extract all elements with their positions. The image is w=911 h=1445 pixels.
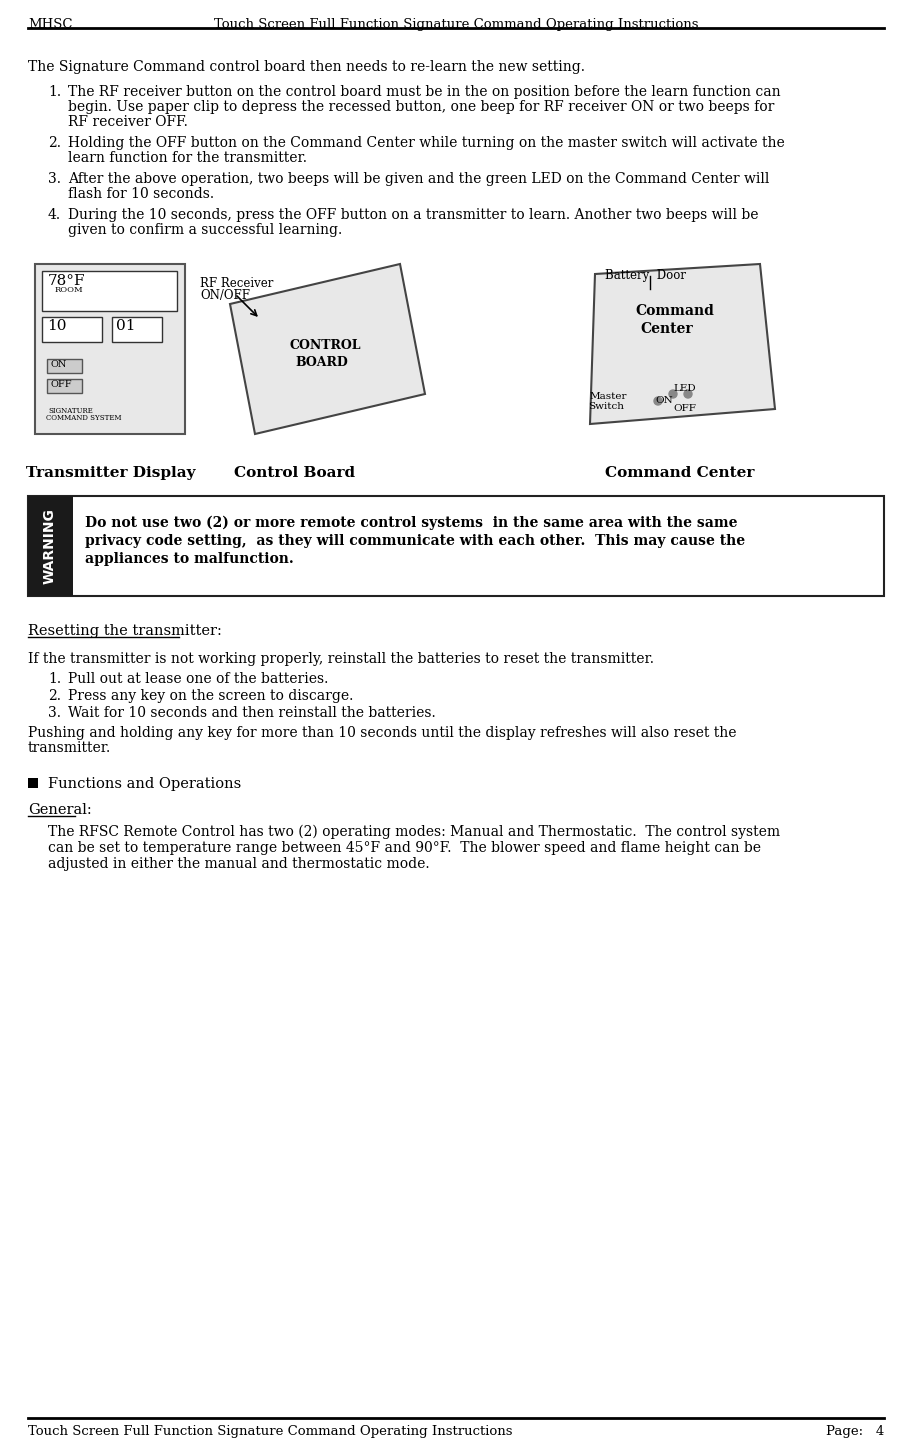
Text: begin. Use paper clip to depress the recessed button, one beep for RF receiver O: begin. Use paper clip to depress the rec… <box>68 100 773 114</box>
Text: Switch: Switch <box>588 402 623 410</box>
Text: Command: Command <box>634 303 713 318</box>
Text: Center: Center <box>640 322 691 337</box>
Text: CONTROL: CONTROL <box>290 340 361 353</box>
Bar <box>35 264 185 434</box>
Bar <box>47 379 82 393</box>
Text: 4.: 4. <box>48 208 61 223</box>
Text: Page:   4: Page: 4 <box>824 1425 883 1438</box>
Text: Master: Master <box>589 392 627 402</box>
Polygon shape <box>589 264 774 423</box>
Text: Touch Screen Full Function Signature Command Operating Instructions: Touch Screen Full Function Signature Com… <box>28 1425 512 1438</box>
Text: MHSC: MHSC <box>28 17 72 30</box>
Bar <box>42 272 177 311</box>
Text: If the transmitter is not working properly, reinstall the batteries to reset the: If the transmitter is not working proper… <box>28 652 653 666</box>
Text: Transmitter Display: Transmitter Display <box>26 465 195 480</box>
Text: Pushing and holding any key for more than 10 seconds until the display refreshes: Pushing and holding any key for more tha… <box>28 725 736 740</box>
Text: ROOM: ROOM <box>55 286 84 293</box>
Bar <box>28 496 883 595</box>
Text: Functions and Operations: Functions and Operations <box>48 777 241 790</box>
Circle shape <box>669 390 676 397</box>
Text: RF receiver OFF.: RF receiver OFF. <box>68 116 188 129</box>
Text: can be set to temperature range between 45°F and 90°F.  The blower speed and fla: can be set to temperature range between … <box>48 841 760 855</box>
Text: 01: 01 <box>116 319 136 332</box>
Bar <box>47 358 82 373</box>
Text: Battery  Door: Battery Door <box>604 269 685 282</box>
Text: 10: 10 <box>47 319 67 332</box>
Text: adjusted in either the manual and thermostatic mode.: adjusted in either the manual and thermo… <box>48 857 429 871</box>
Text: BOARD: BOARD <box>294 355 347 368</box>
Text: ON/OFF: ON/OFF <box>200 289 250 302</box>
Text: OFF: OFF <box>51 380 73 389</box>
Text: The RF receiver button on the control board must be in the on position before th: The RF receiver button on the control bo… <box>68 85 780 100</box>
Text: The RFSC Remote Control has two (2) operating modes: Manual and Thermostatic.  T: The RFSC Remote Control has two (2) oper… <box>48 825 779 840</box>
Text: given to confirm a successful learning.: given to confirm a successful learning. <box>68 223 342 237</box>
Text: transmitter.: transmitter. <box>28 741 111 754</box>
Text: WARNING: WARNING <box>43 509 56 584</box>
Text: ON: ON <box>51 360 67 368</box>
Text: Pull out at lease one of the batteries.: Pull out at lease one of the batteries. <box>68 672 328 686</box>
Text: 3.: 3. <box>48 172 61 186</box>
Text: SIGNATURE: SIGNATURE <box>48 407 93 415</box>
Text: After the above operation, two beeps will be given and the green LED on the Comm: After the above operation, two beeps wil… <box>68 172 769 186</box>
Text: The Signature Command control board then needs to re-learn the new setting.: The Signature Command control board then… <box>28 61 584 74</box>
Bar <box>28 496 73 595</box>
Text: privacy code setting,  as they will communicate with each other.  This may cause: privacy code setting, as they will commu… <box>85 535 744 548</box>
Text: 2.: 2. <box>48 136 61 150</box>
Circle shape <box>683 390 691 397</box>
Text: COMMAND SYSTEM: COMMAND SYSTEM <box>46 415 121 422</box>
Text: 78°F: 78°F <box>48 275 86 288</box>
Bar <box>28 777 38 788</box>
Text: flash for 10 seconds.: flash for 10 seconds. <box>68 186 214 201</box>
Text: Control Board: Control Board <box>234 465 355 480</box>
Polygon shape <box>230 264 425 434</box>
Text: 1.: 1. <box>48 85 61 100</box>
Text: Command Center: Command Center <box>605 465 754 480</box>
Text: General:: General: <box>28 803 92 816</box>
Text: RF Receiver: RF Receiver <box>200 277 273 290</box>
Text: Do not use two (2) or more remote control systems  in the same area with the sam: Do not use two (2) or more remote contro… <box>85 516 737 530</box>
Bar <box>42 316 102 342</box>
Text: Wait for 10 seconds and then reinstall the batteries.: Wait for 10 seconds and then reinstall t… <box>68 707 435 720</box>
Text: ON: ON <box>654 396 672 405</box>
Text: appliances to malfunction.: appliances to malfunction. <box>85 552 293 566</box>
Text: Resetting the transmitter:: Resetting the transmitter: <box>28 624 221 639</box>
Bar <box>112 316 162 342</box>
Text: 1.: 1. <box>48 672 61 686</box>
Circle shape <box>653 397 661 405</box>
Text: LED: LED <box>672 384 695 393</box>
Text: Holding the OFF button on the Command Center while turning on the master switch : Holding the OFF button on the Command Ce… <box>68 136 783 150</box>
Text: 3.: 3. <box>48 707 61 720</box>
Text: Touch Screen Full Function Signature Command Operating Instructions: Touch Screen Full Function Signature Com… <box>213 17 698 30</box>
Text: learn function for the transmitter.: learn function for the transmitter. <box>68 150 307 165</box>
Text: During the 10 seconds, press the OFF button on a transmitter to learn. Another t: During the 10 seconds, press the OFF but… <box>68 208 758 223</box>
Text: 2.: 2. <box>48 689 61 704</box>
Text: OFF: OFF <box>672 405 695 413</box>
Text: Press any key on the screen to discarge.: Press any key on the screen to discarge. <box>68 689 353 704</box>
